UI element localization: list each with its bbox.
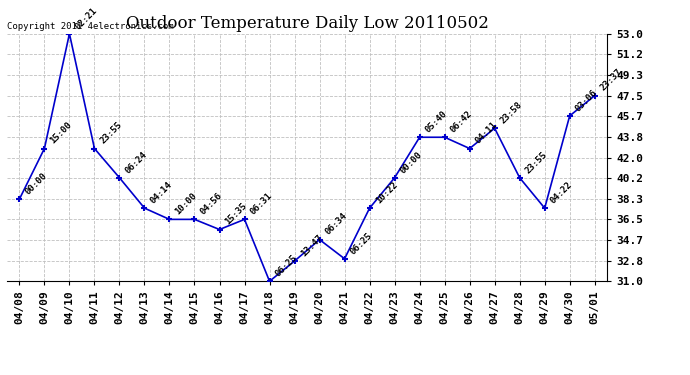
Text: 23:55: 23:55 (524, 150, 549, 175)
Text: 04:11: 04:11 (474, 120, 499, 146)
Text: 00:00: 00:00 (23, 171, 49, 196)
Text: 23:55: 23:55 (99, 120, 124, 146)
Text: 06:25: 06:25 (348, 231, 374, 256)
Text: 02:21: 02:21 (74, 6, 99, 31)
Text: 10:22: 10:22 (374, 180, 399, 206)
Text: 10:00: 10:00 (174, 191, 199, 217)
Text: 15:35: 15:35 (224, 201, 249, 227)
Text: 23:37: 23:37 (599, 68, 624, 93)
Text: 04:56: 04:56 (199, 191, 224, 217)
Text: 04:22: 04:22 (549, 180, 574, 206)
Text: Copyright 2011 4electronics.com: Copyright 2011 4electronics.com (7, 22, 173, 31)
Text: 06:24: 06:24 (124, 150, 149, 175)
Text: 06:31: 06:31 (248, 191, 274, 217)
Text: 23:58: 23:58 (499, 100, 524, 126)
Text: 05:40: 05:40 (424, 109, 449, 135)
Text: 00:00: 00:00 (399, 150, 424, 175)
Text: 15:00: 15:00 (48, 120, 74, 146)
Text: 04:14: 04:14 (148, 180, 174, 206)
Text: 13:47: 13:47 (299, 233, 324, 258)
Text: 03:06: 03:06 (574, 88, 599, 113)
Title: Outdoor Temperature Daily Low 20110502: Outdoor Temperature Daily Low 20110502 (126, 15, 489, 32)
Text: 06:34: 06:34 (324, 211, 349, 237)
Text: 06:42: 06:42 (448, 109, 474, 135)
Text: 06:25: 06:25 (274, 253, 299, 279)
